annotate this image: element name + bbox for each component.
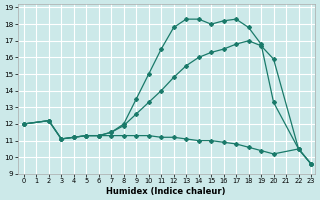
X-axis label: Humidex (Indice chaleur): Humidex (Indice chaleur) <box>107 187 226 196</box>
